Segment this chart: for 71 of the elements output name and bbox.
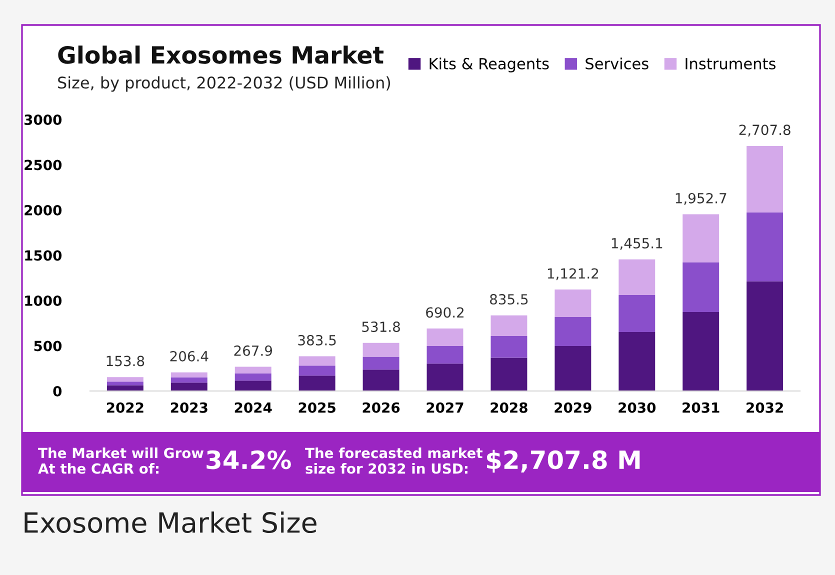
bar	[234, 366, 272, 374]
total-label: 153.8	[106, 356, 144, 366]
bar	[618, 259, 656, 295]
x-tick-label: 2032	[746, 402, 783, 413]
y-tick-label: 3000	[24, 114, 62, 125]
bar	[170, 377, 208, 383]
total-label: 383.5	[298, 334, 336, 346]
text: The forecasted market size for 2032 in USD:	[305, 448, 482, 474]
chart-subtitle: Size, by product, 2022-2032 (USD Million)	[58, 76, 390, 92]
total-label: 690.2	[426, 307, 464, 318]
x-tick-label: 2030	[618, 402, 656, 413]
bar	[554, 290, 592, 317]
chart-title: Global Exosomes Market	[58, 46, 384, 64]
y-tick-label: 1000	[25, 295, 62, 306]
total-label: 267.9	[234, 345, 272, 356]
y-tick-label: 2500	[24, 160, 62, 170]
x-tick-label: 2024	[234, 402, 272, 413]
bar	[426, 364, 464, 391]
bar	[490, 315, 528, 336]
bar	[426, 346, 464, 364]
bar	[618, 294, 656, 332]
bar	[362, 370, 400, 391]
x-tick-label: 2028	[490, 402, 528, 413]
bar	[170, 372, 208, 378]
bar	[746, 212, 784, 282]
total-label: 1,952.7	[676, 192, 726, 205]
y-tick-label: 1500	[25, 250, 62, 261]
y-tick-label: 500	[34, 340, 62, 352]
bar	[554, 346, 592, 391]
legend-label: Instruments	[686, 58, 776, 70]
bar	[682, 312, 720, 391]
total-label: 1,455.1	[612, 238, 662, 250]
text: $2,707.8 M	[486, 450, 640, 473]
bar	[426, 328, 464, 346]
text: The Market will Grow At the CAGR of:	[38, 448, 204, 474]
legend-label: Kits & Reagents	[430, 58, 549, 72]
bar	[234, 373, 272, 381]
bar	[490, 358, 528, 391]
bar	[490, 336, 528, 358]
total-label: 1,121.2	[548, 268, 598, 280]
bar	[298, 376, 336, 391]
total-label: 2,707.8	[739, 124, 790, 137]
bar	[106, 377, 144, 382]
bar	[746, 281, 784, 391]
bar	[682, 214, 720, 262]
x-tick-label: 2031	[682, 402, 720, 413]
text: Exosome Market Size	[24, 512, 316, 534]
bar	[298, 366, 336, 376]
bar	[362, 342, 400, 357]
total-label: 835.5	[490, 294, 528, 305]
y-tick-label: 2000	[24, 204, 62, 216]
x-tick-label: 2023	[170, 402, 208, 413]
bar	[746, 146, 784, 212]
x-tick-label: 2027	[426, 402, 464, 413]
x-tick-label: 2026	[362, 402, 400, 413]
y-tick-label: 0	[53, 386, 62, 396]
legend-label: Services	[586, 58, 648, 70]
bar	[234, 380, 272, 391]
x-tick-label: 2025	[298, 402, 336, 413]
bar	[618, 332, 656, 391]
bar	[170, 382, 208, 391]
bar	[298, 356, 336, 366]
x-tick-label: 2022	[106, 402, 144, 413]
text: 34.2%	[206, 450, 291, 470]
bar	[682, 262, 720, 312]
bar	[106, 382, 144, 386]
bar	[554, 316, 592, 346]
total-label: 531.8	[362, 322, 400, 332]
x-tick-label: 2029	[554, 402, 592, 413]
total-label: 206.4	[170, 350, 208, 362]
bar	[362, 356, 400, 370]
